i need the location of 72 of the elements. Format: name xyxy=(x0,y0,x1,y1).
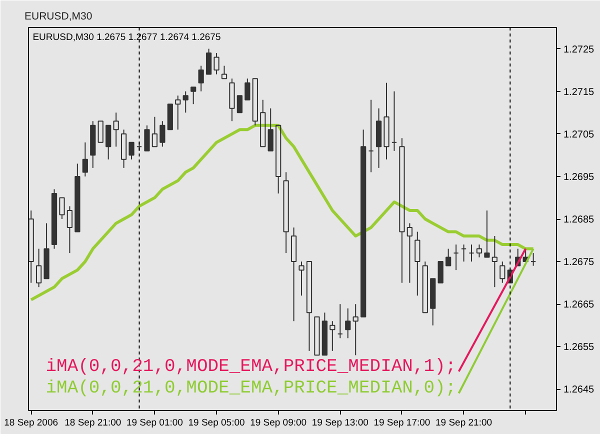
candlestick xyxy=(446,248,452,266)
candlestick xyxy=(182,90,188,114)
candlestick xyxy=(276,124,282,194)
candlestick xyxy=(144,124,150,152)
y-tick-label: 1.2645 xyxy=(564,384,595,396)
candlestick xyxy=(268,108,274,152)
x-tick-label: 19 Sep 05:00 xyxy=(188,418,245,428)
candlestick xyxy=(206,48,212,75)
candlestick xyxy=(438,261,444,284)
candlestick xyxy=(128,142,134,160)
candlestick xyxy=(314,316,320,356)
candlestick xyxy=(337,304,343,339)
x-tick-label: 19 Sep 13:00 xyxy=(312,418,368,428)
y-tick-label: 1.2695 xyxy=(564,172,595,183)
candlestick xyxy=(252,78,258,126)
x-tick-label: 19 Sep 09:00 xyxy=(250,418,307,428)
candlestick xyxy=(399,138,405,284)
x-tick-label: 19 Sep 01:00 xyxy=(126,418,183,428)
candlestick xyxy=(98,120,104,143)
candlestick xyxy=(453,244,459,271)
candlestick xyxy=(113,112,119,148)
candlestick xyxy=(306,261,312,352)
candlestick xyxy=(160,120,166,148)
x-tick-label: 19 Sep 17:00 xyxy=(374,418,430,428)
y-tick-label: 1.2655 xyxy=(564,342,595,354)
candlestick xyxy=(229,78,235,122)
candlestick xyxy=(152,116,158,148)
candlestick xyxy=(530,252,536,266)
annotation: iMA(0,0,21,0,MODE_EMA,PRICE_MEDIAN,0); xyxy=(46,378,456,399)
candlestick xyxy=(120,129,127,168)
candlestick xyxy=(236,95,243,114)
candlestick xyxy=(106,124,112,160)
candlestick xyxy=(260,99,266,148)
candlestick xyxy=(28,210,34,284)
annotation: iMA(0,0,21,0,MODE_EMA,PRICE_MEDIAN,1); xyxy=(46,356,456,377)
candlestick xyxy=(175,95,181,130)
y-tick-label: 1.2725 xyxy=(564,44,595,56)
candlestick xyxy=(384,82,390,160)
candlestick xyxy=(214,52,220,75)
candlestick xyxy=(59,197,65,220)
candlestick xyxy=(500,261,506,284)
candlestick xyxy=(330,320,336,352)
candlestick xyxy=(221,65,228,80)
candlestick xyxy=(244,78,250,100)
chart-title: EURUSD,M30 xyxy=(24,10,92,22)
candlestick xyxy=(476,244,482,258)
candlestick xyxy=(66,206,73,254)
candlestick xyxy=(468,244,474,262)
candlestick xyxy=(283,172,289,254)
candlestick xyxy=(484,210,490,258)
x-tick-label: 18 Sep 21:00 xyxy=(64,418,122,428)
candlestick xyxy=(290,227,297,322)
candlestick xyxy=(345,308,351,339)
text: EURUSD,M30 1.2675 1.2677 1.2674 1.2675 xyxy=(32,32,221,44)
candlestick xyxy=(352,304,358,356)
candlestick xyxy=(298,261,304,296)
y-tick-label: 1.2665 xyxy=(564,300,595,311)
candlestick xyxy=(422,261,428,314)
y-tick-label: 1.2705 xyxy=(564,129,595,140)
candlestick xyxy=(492,236,498,288)
y-tick-label: 1.2685 xyxy=(564,214,595,226)
y-tick-label: 1.2715 xyxy=(564,86,595,98)
candlestick xyxy=(414,231,420,296)
candlestick xyxy=(198,65,204,92)
candlestick xyxy=(391,90,398,152)
candlestick xyxy=(190,86,196,105)
y-tick-label: 1.2675 xyxy=(564,257,595,268)
x-tick-label: 18 Sep 2006 xyxy=(4,418,58,428)
candlestick xyxy=(82,142,88,177)
x-tick-label: 19 Sep 21:00 xyxy=(436,418,492,428)
candlestick xyxy=(368,99,374,173)
candlestick xyxy=(460,244,467,262)
